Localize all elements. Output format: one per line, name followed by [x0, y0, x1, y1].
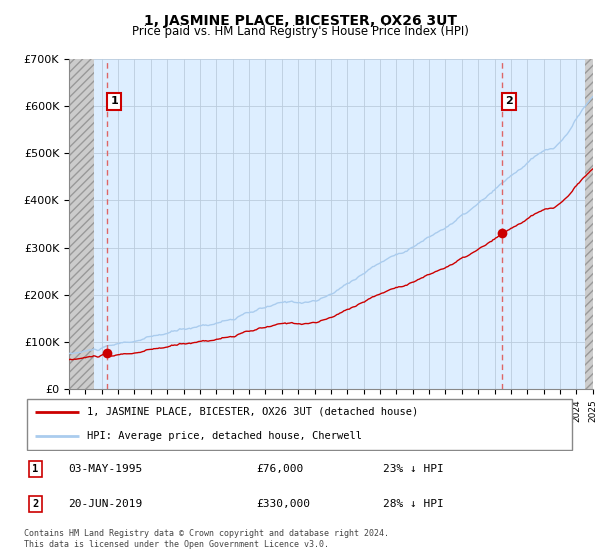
Bar — [69, 59, 94, 389]
Text: 28% ↓ HPI: 28% ↓ HPI — [383, 499, 443, 509]
Text: 20-JUN-2019: 20-JUN-2019 — [68, 499, 142, 509]
Text: 1: 1 — [32, 464, 38, 474]
Text: 23% ↓ HPI: 23% ↓ HPI — [383, 464, 443, 474]
Text: Price paid vs. HM Land Registry's House Price Index (HPI): Price paid vs. HM Land Registry's House … — [131, 25, 469, 38]
Text: 1, JASMINE PLACE, BICESTER, OX26 3UT (detached house): 1, JASMINE PLACE, BICESTER, OX26 3UT (de… — [88, 407, 419, 417]
Text: 03-MAY-1995: 03-MAY-1995 — [68, 464, 142, 474]
Text: 1, JASMINE PLACE, BICESTER, OX26 3UT: 1, JASMINE PLACE, BICESTER, OX26 3UT — [143, 14, 457, 28]
Text: 1: 1 — [110, 96, 118, 106]
Text: £330,000: £330,000 — [256, 499, 310, 509]
FancyBboxPatch shape — [27, 399, 572, 450]
Text: HPI: Average price, detached house, Cherwell: HPI: Average price, detached house, Cher… — [88, 431, 362, 441]
Text: £76,000: £76,000 — [256, 464, 303, 474]
Bar — [584, 59, 593, 389]
Text: Contains HM Land Registry data © Crown copyright and database right 2024.
This d: Contains HM Land Registry data © Crown c… — [24, 529, 389, 549]
Text: 2: 2 — [32, 499, 38, 509]
Text: 2: 2 — [505, 96, 513, 106]
